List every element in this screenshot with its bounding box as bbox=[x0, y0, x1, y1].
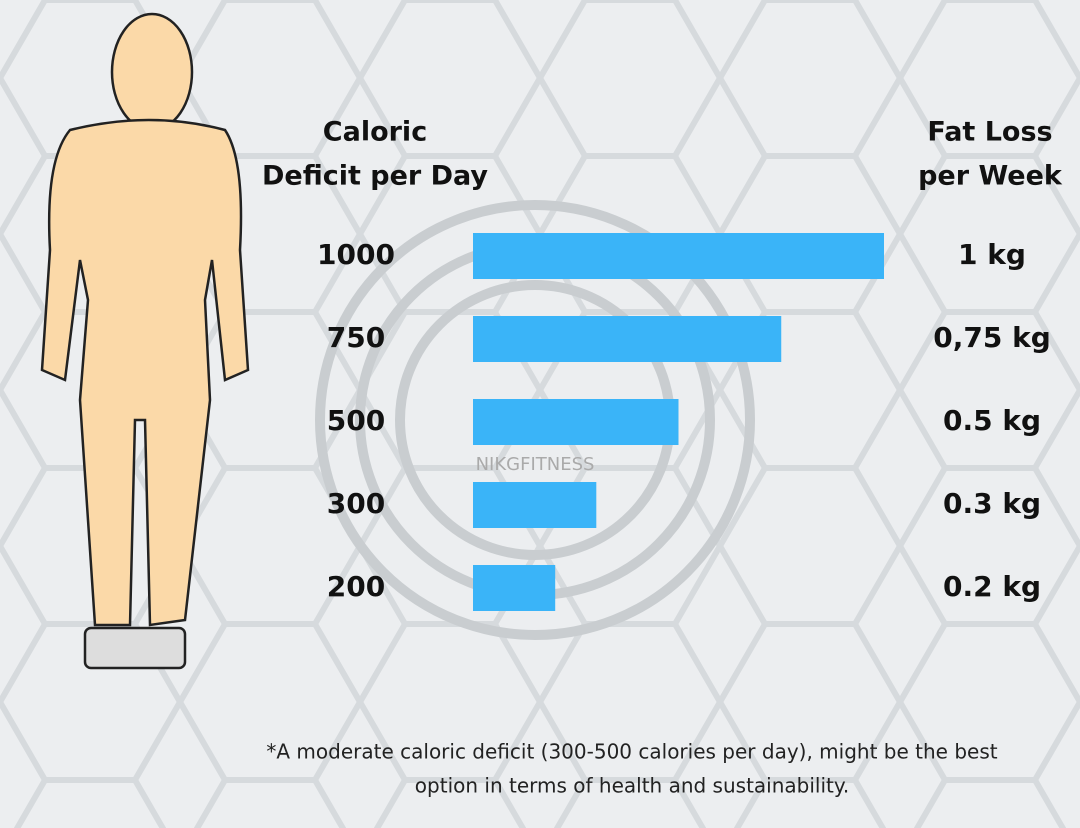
value-label: 0.5 kg bbox=[943, 404, 1041, 437]
watermark: NIKGFITNESS bbox=[476, 454, 595, 475]
category-label: 500 bbox=[327, 404, 385, 437]
category-label: 200 bbox=[327, 570, 385, 603]
category-label: 750 bbox=[327, 321, 385, 354]
footnote: *A moderate caloric deficit (300-500 cal… bbox=[266, 740, 997, 764]
category-header: Deficit per Day bbox=[262, 161, 488, 192]
value-header: Fat Loss bbox=[927, 117, 1052, 148]
value-label: 0.2 kg bbox=[943, 570, 1041, 603]
person-figure bbox=[40, 12, 250, 670]
bar bbox=[473, 399, 679, 445]
value-label: 1 kg bbox=[958, 238, 1026, 271]
value-label: 0,75 kg bbox=[933, 321, 1051, 354]
value-label: 0.3 kg bbox=[943, 487, 1041, 520]
value-header: per Week bbox=[918, 161, 1063, 192]
bar bbox=[473, 482, 597, 528]
category-header: Caloric bbox=[323, 117, 427, 148]
bar bbox=[473, 565, 556, 611]
bar bbox=[473, 233, 884, 279]
category-label: 300 bbox=[327, 487, 385, 520]
bar bbox=[473, 316, 782, 362]
category-label: 1000 bbox=[317, 238, 395, 271]
footnote: option in terms of health and sustainabi… bbox=[415, 774, 849, 798]
